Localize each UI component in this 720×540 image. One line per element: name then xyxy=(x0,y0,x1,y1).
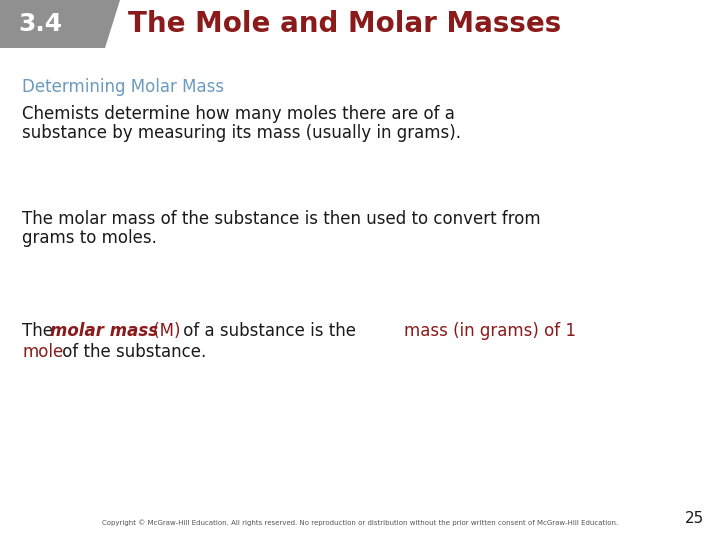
Text: The: The xyxy=(22,322,58,340)
Text: Chemists determine how many moles there are of a: Chemists determine how many moles there … xyxy=(22,105,455,123)
Text: Copyright © McGraw-Hill Education. All rights reserved. No reproduction or distr: Copyright © McGraw-Hill Education. All r… xyxy=(102,519,618,526)
Text: 25: 25 xyxy=(685,511,705,526)
Polygon shape xyxy=(0,0,120,48)
Text: The Mole and Molar Masses: The Mole and Molar Masses xyxy=(128,10,562,38)
Text: grams to moles.: grams to moles. xyxy=(22,229,157,247)
Text: mass (in grams) of 1: mass (in grams) of 1 xyxy=(404,322,576,340)
Text: of the substance.: of the substance. xyxy=(57,343,206,361)
Text: substance by measuring its mass (usually in grams).: substance by measuring its mass (usually… xyxy=(22,124,461,142)
Text: The molar mass of the substance is then used to convert from: The molar mass of the substance is then … xyxy=(22,210,541,228)
Text: 3.4: 3.4 xyxy=(18,12,62,36)
Text: (M): (M) xyxy=(148,322,181,340)
Text: Determining Molar Mass: Determining Molar Mass xyxy=(22,78,224,96)
Text: molar mass: molar mass xyxy=(50,322,158,340)
Text: of a substance is the: of a substance is the xyxy=(178,322,356,340)
Text: mole: mole xyxy=(22,343,63,361)
